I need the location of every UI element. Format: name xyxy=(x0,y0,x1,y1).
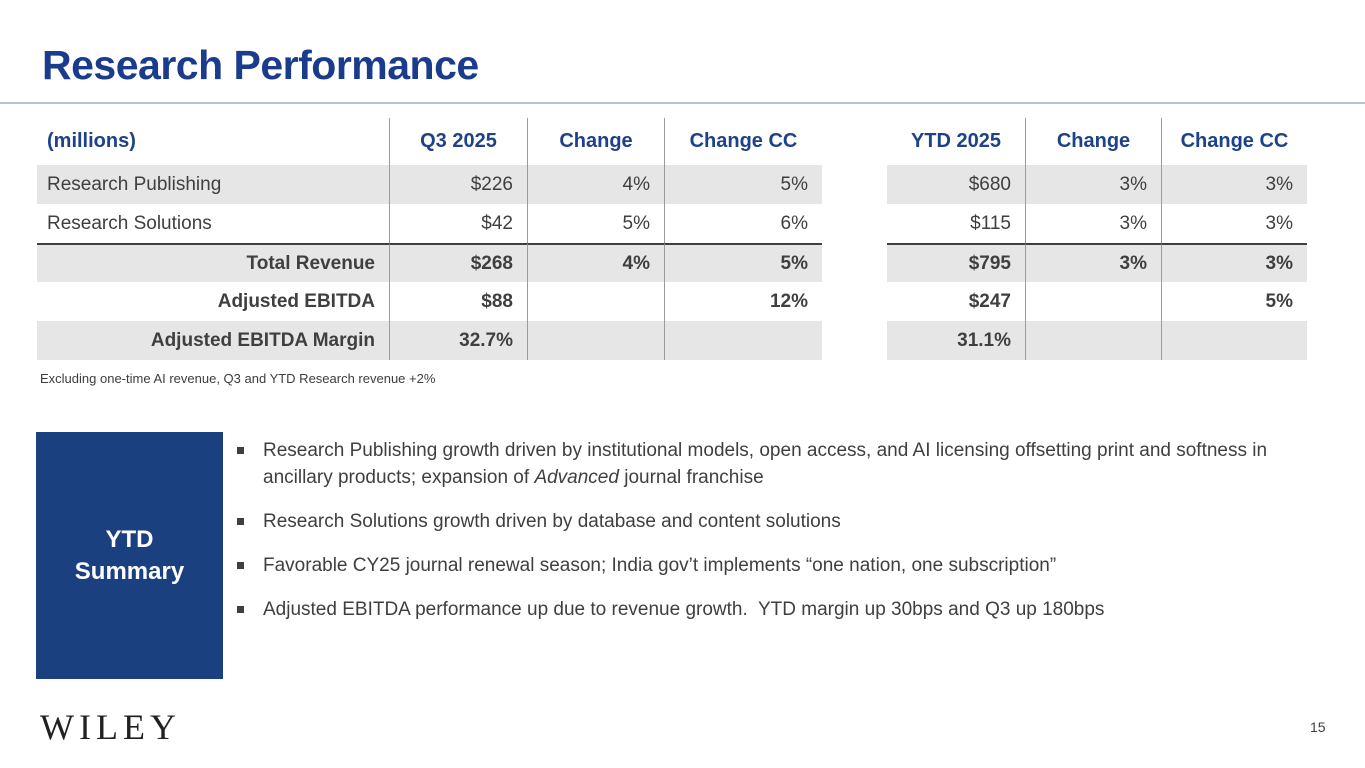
bullet-text: Adjusted EBITDA performance up due to re… xyxy=(263,599,1105,620)
ytd-header-change: Change xyxy=(1026,118,1162,165)
bullet-item: Research Publishing growth driven by ins… xyxy=(237,437,1280,491)
bullet-square-icon xyxy=(237,562,244,569)
footnote: Excluding one-time AI revenue, Q3 and YT… xyxy=(40,371,436,386)
table-cell: $88 xyxy=(390,282,528,321)
table-cell xyxy=(528,282,665,321)
table-cell: $42 xyxy=(390,204,528,243)
q3-table: (millions) Q3 2025 Change Change CC Rese… xyxy=(37,118,822,360)
table-cell: 3% xyxy=(1026,204,1162,243)
table-cell: 3% xyxy=(1162,243,1307,282)
row-label: Research Publishing xyxy=(37,165,390,204)
table-cell: 5% xyxy=(528,204,665,243)
table-cell: $268 xyxy=(390,243,528,282)
page-number: 15 xyxy=(1310,719,1326,735)
table-cell: $795 xyxy=(887,243,1026,282)
q3-header-change: Change xyxy=(528,118,665,165)
table-cell: $247 xyxy=(887,282,1026,321)
q3-header-millions: (millions) xyxy=(37,118,390,165)
summary-label-line2: Summary xyxy=(74,557,185,585)
row-label: Adjusted EBITDA xyxy=(37,282,390,321)
table-cell xyxy=(665,321,822,360)
table-cell: $115 xyxy=(887,204,1026,243)
q3-header-q3-2025: Q3 2025 xyxy=(390,118,528,165)
bullet-item: Research Solutions growth driven by data… xyxy=(237,508,1280,535)
table-cell xyxy=(528,321,665,360)
title-divider xyxy=(0,102,1365,104)
table-cell: 3% xyxy=(1265,212,1293,234)
bullet-text: Favorable CY25 journal renewal season; I… xyxy=(263,555,1057,576)
row-label: Total Revenue xyxy=(37,243,390,282)
page-title: Research Performance xyxy=(42,42,479,88)
ytd-header-ytd-2025: YTD 2025 xyxy=(887,118,1026,165)
table-cell: 32.7% xyxy=(390,321,528,360)
row-label: Adjusted EBITDA Margin xyxy=(37,321,390,360)
summary-bullet-list: Research Publishing growth driven by ins… xyxy=(237,437,1280,640)
table-cell xyxy=(1026,321,1162,360)
bullet-text: Research Solutions growth driven by data… xyxy=(263,511,841,532)
bullet-square-icon xyxy=(237,518,244,525)
bullet-text-part: Research Publishing growth driven by ins… xyxy=(263,440,1268,488)
table-cell: 4% xyxy=(528,165,665,204)
bullet-text: Research Publishing growth driven by ins… xyxy=(263,437,1280,491)
bullet-text-part: journal franchise xyxy=(618,467,764,488)
table-cell: 5% xyxy=(1265,290,1293,312)
table-cell: 12% xyxy=(769,290,808,312)
summary-label-line1: YTD xyxy=(105,525,154,553)
table-cell: 6% xyxy=(780,212,808,234)
table-cell xyxy=(1026,282,1162,321)
table-cell: 5% xyxy=(665,165,822,204)
bullet-item: Favorable CY25 journal renewal season; I… xyxy=(237,552,1280,579)
table-cell: 3% xyxy=(1026,243,1162,282)
table-cell: 3% xyxy=(1162,165,1307,204)
ytd-summary-box: YTD Summary xyxy=(36,432,223,679)
table-cell: $226 xyxy=(390,165,528,204)
bullet-square-icon xyxy=(237,447,244,454)
wiley-logo: WILEY xyxy=(40,707,181,747)
bullet-text-italic: Advanced xyxy=(534,467,619,488)
table-cell: 5% xyxy=(665,243,822,282)
bullet-item: Adjusted EBITDA performance up due to re… xyxy=(237,596,1280,623)
table-cell: 4% xyxy=(528,243,665,282)
row-label: Research Solutions xyxy=(37,204,390,243)
table-cell: $680 xyxy=(887,165,1026,204)
ytd-header-change-cc: Change CC xyxy=(1180,130,1289,152)
table-cell: 31.1% xyxy=(887,321,1026,360)
table-cell xyxy=(1162,321,1307,360)
q3-header-change-cc: Change CC xyxy=(689,130,798,152)
table-cell: 3% xyxy=(1026,165,1162,204)
ytd-table: YTD 2025 Change Change CC $680 3% 3% $11… xyxy=(887,118,1307,360)
bullet-square-icon xyxy=(237,606,244,613)
